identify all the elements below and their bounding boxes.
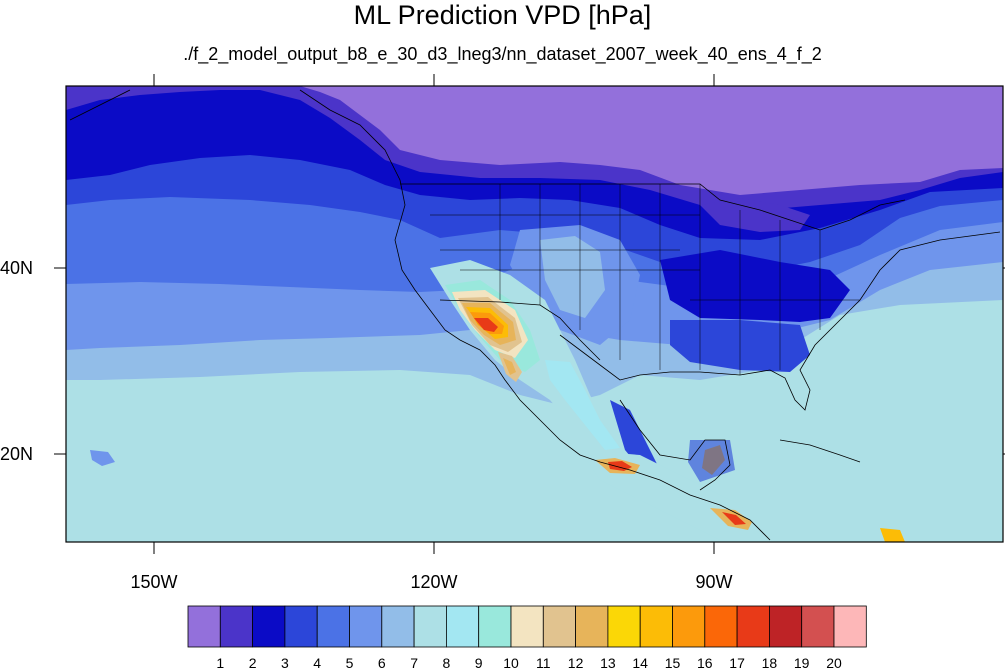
colorbar-box-13 — [607, 605, 641, 648]
colorbar-box-2 — [252, 605, 286, 648]
field-us-east — [660, 250, 850, 322]
field-mexico-coast — [610, 400, 660, 470]
colorbar-box-15 — [672, 605, 706, 648]
field-ca-mx-hotter — [608, 461, 632, 471]
colorbar-label: 20 — [826, 655, 842, 671]
coastline-gulf — [559, 231, 1001, 411]
colorbar-box-18 — [769, 605, 803, 648]
field-hawaii — [90, 450, 115, 466]
colorbar-box-0 — [187, 605, 221, 648]
axis-ticks — [54, 74, 1005, 554]
colorbar-label: 19 — [793, 655, 810, 671]
colorbar-label: 7 — [410, 655, 418, 671]
colorbar-box-10 — [510, 605, 544, 648]
colorbar-box-7 — [413, 605, 447, 648]
field-great-lakes — [700, 198, 810, 232]
lat-label-20n: 20N — [0, 444, 34, 464]
colorbar-label: 13 — [600, 655, 616, 671]
chart-subtitle: ./f_2_model_output_b8_e_30_d3_lneg3/nn_d… — [183, 44, 822, 64]
field-mexico-8 — [545, 360, 620, 450]
border-us-mexico — [439, 299, 601, 361]
colorbar-label: 4 — [313, 655, 322, 671]
colorbar-label: 16 — [697, 655, 713, 671]
colorbar-label: 15 — [664, 655, 681, 671]
colorbar-label: 2 — [248, 655, 257, 671]
lon-label-150w: 150W — [130, 572, 178, 592]
colorbar-label: 12 — [567, 655, 584, 671]
colorbar-box-3 — [284, 605, 318, 648]
field-us-plains-light — [540, 236, 605, 318]
field-ca-south-hot — [722, 512, 746, 525]
border-us-canada — [400, 183, 906, 231]
border-states-grid — [430, 184, 860, 375]
field-north-0 — [300, 86, 1003, 195]
field-venezuela — [880, 528, 905, 542]
colorbar-box-12 — [575, 605, 609, 648]
colorbar-box-5 — [349, 605, 383, 648]
vpd-field — [66, 86, 1003, 542]
colorbar-label: 3 — [280, 655, 289, 671]
colorbar-label: 5 — [345, 655, 354, 671]
colorbar — [187, 605, 867, 648]
colorbar-box-19 — [801, 605, 835, 648]
colorbar-box-8 — [445, 605, 480, 648]
colorbar-label: 17 — [729, 655, 745, 671]
colorbar-box-11 — [542, 605, 576, 648]
lon-label-120w: 120W — [410, 572, 458, 592]
colorbar-box-16 — [704, 605, 738, 648]
colorbar-box-6 — [381, 605, 415, 648]
colorbar-box-9 — [478, 605, 512, 648]
colorbar-box-20 — [833, 605, 867, 648]
colorbar-label: 18 — [761, 655, 778, 671]
field-baja-inner — [503, 358, 516, 375]
colorbar-box-4 — [316, 605, 350, 648]
coastline-yucatan — [619, 399, 731, 491]
lon-label-90w: 90W — [695, 572, 733, 592]
colorbar-label: 9 — [474, 655, 483, 671]
chart-title: ML Prediction VPD [hPa] — [353, 0, 652, 30]
coastline-borders — [69, 89, 1001, 541]
colorbar-label: 11 — [536, 655, 551, 671]
colorbar-box-1 — [219, 605, 254, 648]
colorbar-label: 8 — [442, 655, 451, 671]
colorbar-box-17 — [736, 605, 770, 648]
colorbar-label: 14 — [632, 655, 648, 671]
field-sw-17 — [474, 318, 498, 332]
colorbar-box-14 — [639, 605, 673, 648]
colorbar-label: 6 — [377, 655, 386, 671]
colorbar-label: 10 — [503, 655, 519, 671]
lat-label-40n: 40N — [0, 258, 34, 278]
coastline-cuba — [779, 439, 861, 463]
plot-frame — [65, 85, 1004, 543]
colorbar-label: 1 — [216, 655, 225, 671]
